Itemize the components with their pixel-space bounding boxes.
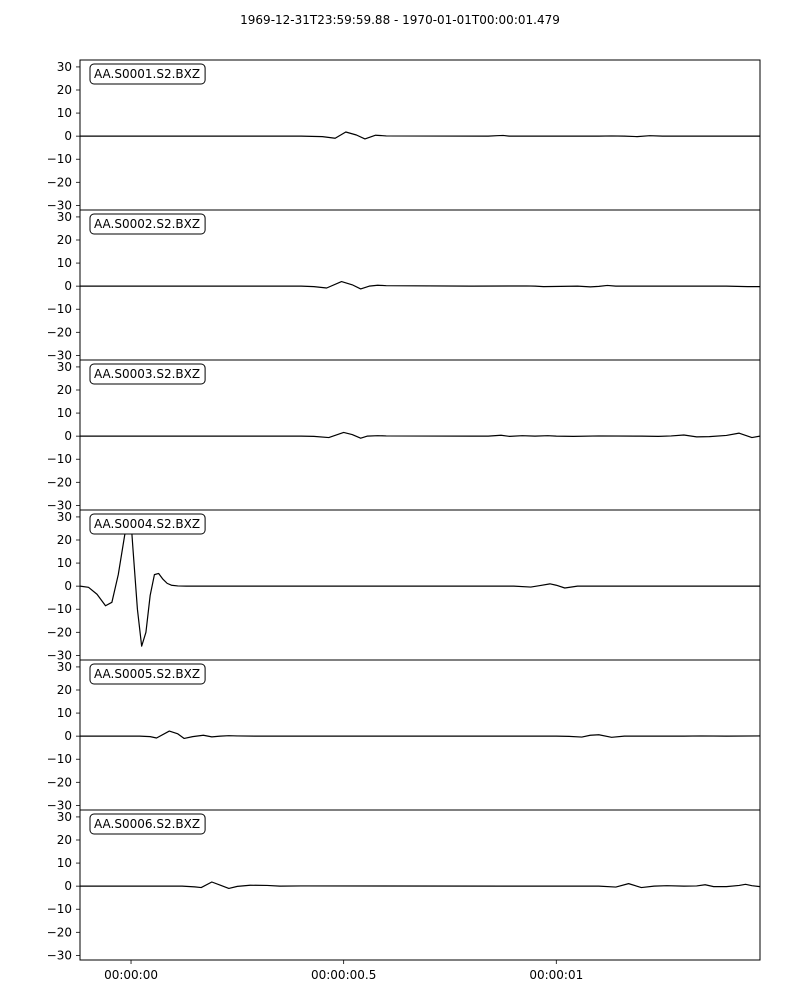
y-tick-label: −20: [47, 925, 72, 939]
y-tick-label: −30: [47, 948, 72, 962]
waveform-line: [80, 730, 760, 740]
y-tick-label: −30: [47, 198, 72, 212]
waveform-line: [80, 431, 760, 439]
y-tick-label: 10: [57, 706, 72, 720]
station-label: AA.S0001.S2.BXZ: [94, 67, 200, 81]
y-tick-label: 30: [57, 60, 72, 74]
y-tick-label: 0: [64, 429, 72, 443]
y-tick-label: −10: [47, 302, 72, 316]
y-tick-label: 0: [64, 279, 72, 293]
x-tick-label: 00:00:01: [529, 968, 583, 982]
station-label: AA.S0003.S2.BXZ: [94, 367, 200, 381]
y-tick-label: 30: [57, 360, 72, 374]
x-tick-label: 00:00:00: [104, 968, 158, 982]
y-tick-label: 10: [57, 556, 72, 570]
trace-panel-2: 30 20 10 0 −10 −20 −30 AA.S0002.S2.BXZ: [47, 209, 761, 362]
trace-panel-5: 30 20 10 0 −10 −20 −30 AA.S0005.S2.BXZ: [47, 659, 761, 812]
trace-panel-4: 30 20 10 0 −10 −20 −30 AA.S0004.S2.BXZ: [47, 509, 761, 662]
y-tick-label: 10: [57, 256, 72, 270]
y-tick-label: 20: [57, 683, 72, 697]
station-label-box: [89, 363, 206, 385]
y-tick-label: −30: [47, 348, 72, 362]
station-label: AA.S0004.S2.BXZ: [94, 517, 200, 531]
station-label-box: [89, 663, 206, 685]
y-tick-label: 20: [57, 533, 72, 547]
y-tick-label: −20: [47, 325, 72, 339]
y-tick-label: −10: [47, 602, 72, 616]
y-tick-label: −30: [47, 798, 72, 812]
station-label: AA.S0006.S2.BXZ: [94, 817, 200, 831]
y-tick-label: 20: [57, 83, 72, 97]
y-tick-label: 30: [57, 210, 72, 224]
waveform-line: [80, 516, 760, 647]
y-tick-label: 10: [57, 856, 72, 870]
station-label-box: [89, 813, 206, 835]
waveform-line: [80, 881, 760, 890]
y-tick-label: −20: [47, 475, 72, 489]
y-tick-label: −10: [47, 152, 72, 166]
y-tick-label: −20: [47, 625, 72, 639]
panel-frame: [79, 809, 761, 961]
trace-panel-1: 30 20 10 0 −10 −20 −30 AA.S0001.S2.BXZ: [47, 59, 761, 212]
waveform-line: [80, 280, 760, 290]
trace-panel-3: 30 20 10 0 −10 −20 −30 AA.S0003.S2.BXZ: [47, 359, 761, 512]
y-tick-label: 0: [64, 579, 72, 593]
y-tick-label: −20: [47, 775, 72, 789]
y-tick-label: 20: [57, 833, 72, 847]
y-tick-label: 0: [64, 879, 72, 893]
y-tick-label: −10: [47, 452, 72, 466]
y-tick-label: 20: [57, 233, 72, 247]
y-tick-label: 0: [64, 729, 72, 743]
y-tick-label: 30: [57, 810, 72, 824]
y-tick-label: −30: [47, 498, 72, 512]
chart-title: 1969-12-31T23:59:59.88 - 1970-01-01T00:0…: [240, 13, 560, 27]
station-label-box: [89, 63, 206, 85]
station-label-box: [89, 213, 206, 235]
waveform-line: [80, 131, 760, 140]
y-tick-label: −20: [47, 175, 72, 189]
y-tick-label: 30: [57, 660, 72, 674]
station-label: AA.S0002.S2.BXZ: [94, 217, 200, 231]
y-tick-label: 0: [64, 129, 72, 143]
y-tick-label: 10: [57, 406, 72, 420]
station-label: AA.S0005.S2.BXZ: [94, 667, 200, 681]
y-tick-label: 10: [57, 106, 72, 120]
y-tick-label: 20: [57, 383, 72, 397]
trace-panel-6: 30 20 10 0 −10 −20 −30 AA.S0006.S2.BXZ: [47, 809, 761, 962]
y-tick-label: 30: [57, 510, 72, 524]
y-tick-label: −30: [47, 648, 72, 662]
station-label-box: [89, 513, 206, 535]
x-tick-label: 00:00:00.5: [311, 968, 376, 982]
y-tick-label: −10: [47, 752, 72, 766]
y-tick-label: −10: [47, 902, 72, 916]
